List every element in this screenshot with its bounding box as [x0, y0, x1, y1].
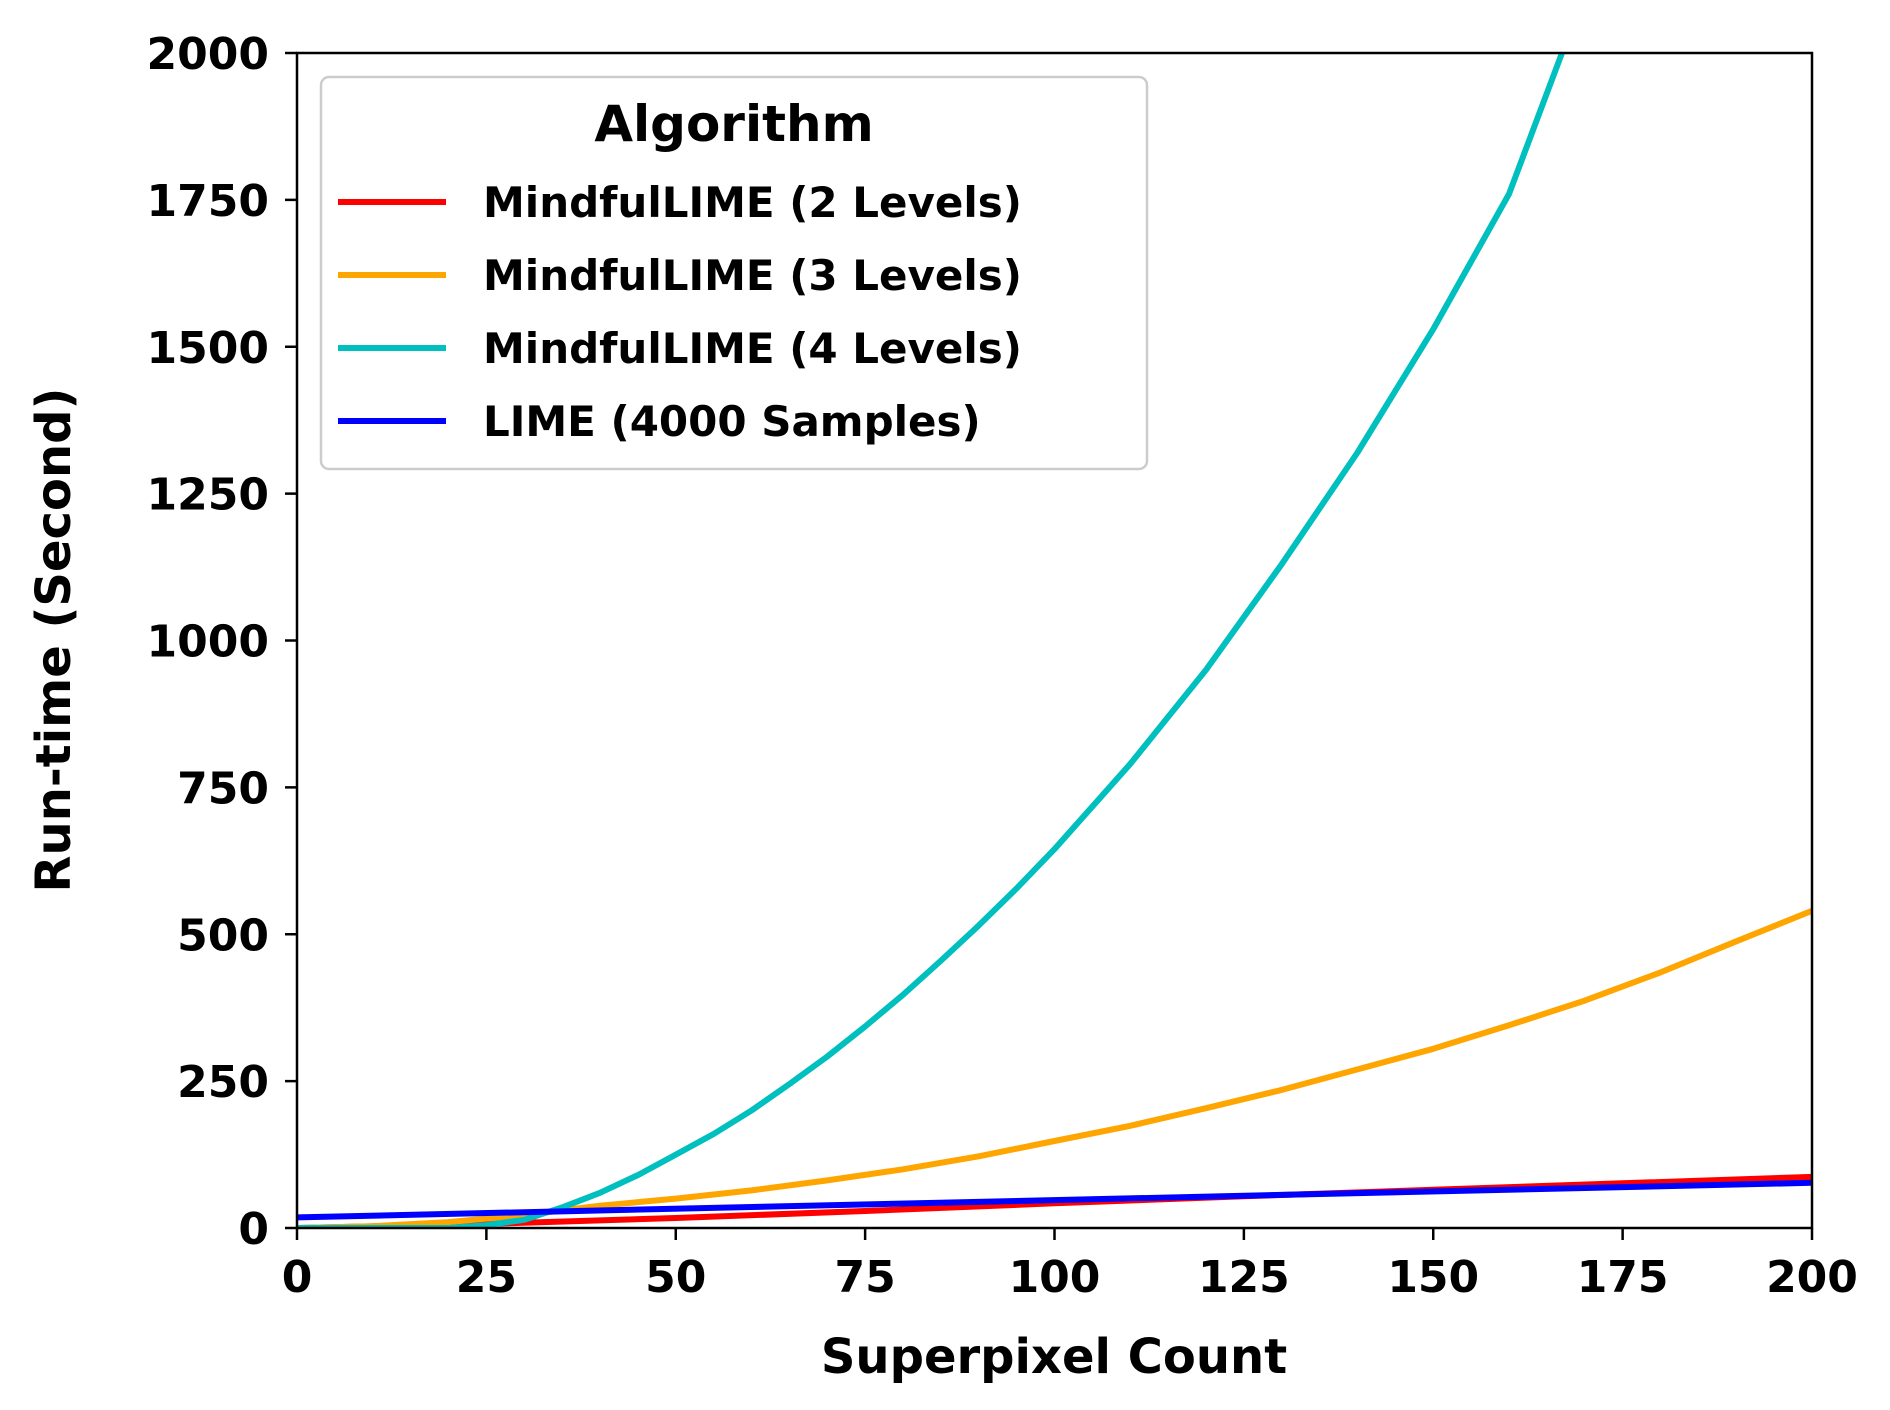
- series-line-3: [297, 53, 1565, 1228]
- legend-label-1: MindfulLIME (2 Levels): [483, 178, 1022, 227]
- series-line-1: [297, 1173, 1812, 1228]
- legend-label-4: LIME (4000 Samples): [483, 397, 981, 446]
- series-layer: [297, 53, 1812, 1228]
- x-tick-label: 0: [282, 1252, 313, 1303]
- y-axis-label: Run-time (Second): [26, 388, 82, 893]
- legend-frame: [319, 75, 1149, 471]
- y-tick-label: 750: [177, 763, 269, 814]
- legend-label-3: MindfulLIME (4 Levels): [483, 324, 1022, 373]
- x-tick-label: 25: [456, 1252, 517, 1303]
- legend: Algorithm MindfulLIME (2 Levels)MindfulL…: [319, 75, 1149, 471]
- y-tick-label: 1000: [147, 617, 269, 668]
- legend-label-2: MindfulLIME (3 Levels): [483, 251, 1022, 300]
- y-tick-label: 500: [177, 910, 269, 961]
- x-tick-label: 175: [1577, 1252, 1669, 1303]
- x-tick-label: 200: [1766, 1252, 1858, 1303]
- y-tick-label: 2000: [147, 29, 269, 80]
- y-tick-label: 1750: [147, 176, 269, 227]
- legend-items: MindfulLIME (2 Levels) MindfulLIME (3 Lev…: [338, 178, 1022, 446]
- series-line-2: [297, 908, 1812, 1228]
- ticks-layer: 0 25 50 75 100 125 150 175 200025050075010001250…: [147, 29, 1858, 1303]
- y-tick-label: 0: [238, 1204, 269, 1255]
- x-tick-label: 150: [1387, 1252, 1479, 1303]
- x-tick-label: 125: [1198, 1252, 1290, 1303]
- y-tick-label: 250: [177, 1057, 269, 1108]
- series-line-4: [297, 1179, 1812, 1221]
- legend-title: Algorithm: [594, 95, 873, 153]
- x-tick-label: 50: [645, 1252, 706, 1303]
- x-tick-label: 100: [1009, 1252, 1101, 1303]
- x-tick-label: 75: [835, 1252, 896, 1303]
- y-tick-label: 1250: [147, 470, 269, 521]
- x-axis-label: Superpixel Count: [821, 1329, 1287, 1385]
- y-tick-label: 1500: [147, 323, 269, 374]
